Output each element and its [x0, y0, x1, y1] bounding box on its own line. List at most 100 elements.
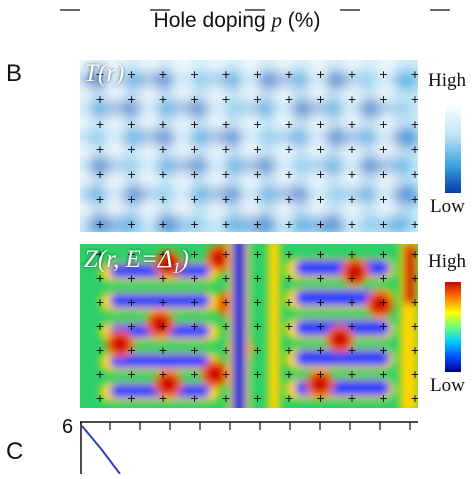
legend2-high-label: High: [428, 251, 466, 272]
lattice-marker: +: [127, 118, 136, 131]
lattice-marker: +: [95, 193, 104, 206]
lattice-marker: +: [316, 218, 325, 231]
topograph-texture: [376, 83, 396, 103]
lattice-marker: +: [347, 118, 356, 131]
lattice-marker: +: [95, 168, 104, 181]
topograph-texture: [357, 99, 386, 119]
lattice-marker: +: [158, 118, 167, 131]
lattice-marker: +: [95, 118, 104, 131]
topograph-texture: [173, 169, 193, 189]
conductance-title-part2: ): [180, 246, 189, 273]
lattice-marker: +: [253, 168, 262, 181]
lattice-marker: +: [95, 93, 104, 106]
lattice-marker: +: [316, 118, 325, 131]
lattice-marker: +: [95, 344, 104, 357]
lattice-marker: +: [316, 193, 325, 206]
lattice-marker: +: [190, 193, 199, 206]
topograph-texture: [207, 60, 227, 74]
lattice-marker: +: [253, 296, 262, 309]
lattice-marker: +: [158, 193, 167, 206]
lattice-marker: +: [127, 296, 136, 309]
lattice-marker: +: [221, 320, 230, 333]
lattice-marker: +: [190, 368, 199, 381]
conductance-texture: [110, 294, 210, 308]
conductance-texture: [404, 244, 416, 304]
topograph-texture: [207, 83, 227, 103]
lattice-marker: +: [379, 320, 388, 333]
topograph-texture: [255, 71, 285, 90]
topograph-texture: [154, 99, 183, 119]
lattice-marker: +: [347, 344, 356, 357]
topograph-texture: [181, 157, 210, 176]
topograph-texture: [139, 112, 159, 132]
lattice-marker: +: [253, 272, 262, 285]
lattice-marker: +: [221, 392, 230, 405]
topograph-texture: [86, 214, 116, 232]
topograph-texture: [207, 112, 227, 132]
lattice-marker: +: [158, 248, 167, 261]
lattice-marker: +: [190, 168, 199, 181]
lattice-marker: +: [284, 248, 293, 261]
topograph-texture: [173, 140, 193, 160]
lattice-marker: +: [190, 296, 199, 309]
legend1-colorbar: [445, 103, 461, 193]
lattice-marker: +: [190, 218, 199, 231]
topograph-texture: [173, 83, 193, 103]
lattice-marker: +: [253, 143, 262, 156]
lattice-marker: +: [347, 168, 356, 181]
lattice-marker: +: [190, 93, 199, 106]
topograph-texture: [308, 112, 328, 132]
lattice-marker: +: [221, 193, 230, 206]
topograph-texture: [86, 99, 116, 119]
lattice-marker: +: [221, 168, 230, 181]
topograph-texture: [181, 214, 210, 232]
lattice-marker: +: [95, 272, 104, 285]
topograph-texture: [308, 60, 328, 74]
topograph-texture: [376, 169, 396, 189]
lattice-marker: +: [316, 344, 325, 357]
lattice-marker: +: [221, 248, 230, 261]
lattice-marker: +: [190, 272, 199, 285]
panel-c-letter: C: [6, 438, 24, 465]
lattice-marker: +: [284, 193, 293, 206]
lattice-marker: +: [284, 143, 293, 156]
lattice-marker: +: [284, 392, 293, 405]
lattice-marker: +: [253, 68, 262, 81]
lattice-marker: +: [127, 93, 136, 106]
topograph-texture: [316, 157, 345, 176]
topograph-texture: [241, 198, 261, 218]
conductance-texture: [370, 294, 390, 314]
topograph-texture: [120, 128, 149, 147]
topograph-texture: [80, 185, 109, 205]
topograph-texture: [139, 60, 159, 74]
lattice-marker: +: [127, 168, 136, 181]
lattice-marker: +: [410, 143, 418, 156]
topograph-texture: [248, 99, 278, 119]
lattice-marker: +: [284, 93, 293, 106]
lattice-marker: +: [284, 218, 293, 231]
topograph-texture: [86, 157, 116, 176]
lattice-marker: +: [316, 168, 325, 181]
lattice-marker: +: [347, 193, 356, 206]
lattice-marker: +: [410, 368, 418, 381]
lattice-marker: +: [190, 118, 199, 131]
topograph-texture: [139, 198, 159, 218]
lattice-marker: +: [347, 320, 356, 333]
lattice-marker: +: [158, 320, 167, 333]
topograph-texture: [173, 112, 193, 132]
topograph-texture: [323, 71, 352, 90]
topograph-texture: [308, 140, 328, 160]
topograph-texture: [255, 185, 285, 205]
topograph-texture: [221, 99, 251, 119]
lattice-marker: +: [221, 218, 230, 231]
panel-b-letter: B: [6, 60, 23, 87]
legend2-colorbar: [445, 282, 461, 372]
lattice-marker: +: [347, 296, 356, 309]
lattice-marker: +: [410, 296, 418, 309]
topograph-texture: [221, 214, 251, 232]
topograph-texture: [342, 83, 362, 103]
lattice-marker: +: [379, 272, 388, 285]
lattice-marker: +: [190, 248, 199, 261]
lattice-marker: +: [95, 218, 104, 231]
lattice-marker: +: [95, 320, 104, 333]
